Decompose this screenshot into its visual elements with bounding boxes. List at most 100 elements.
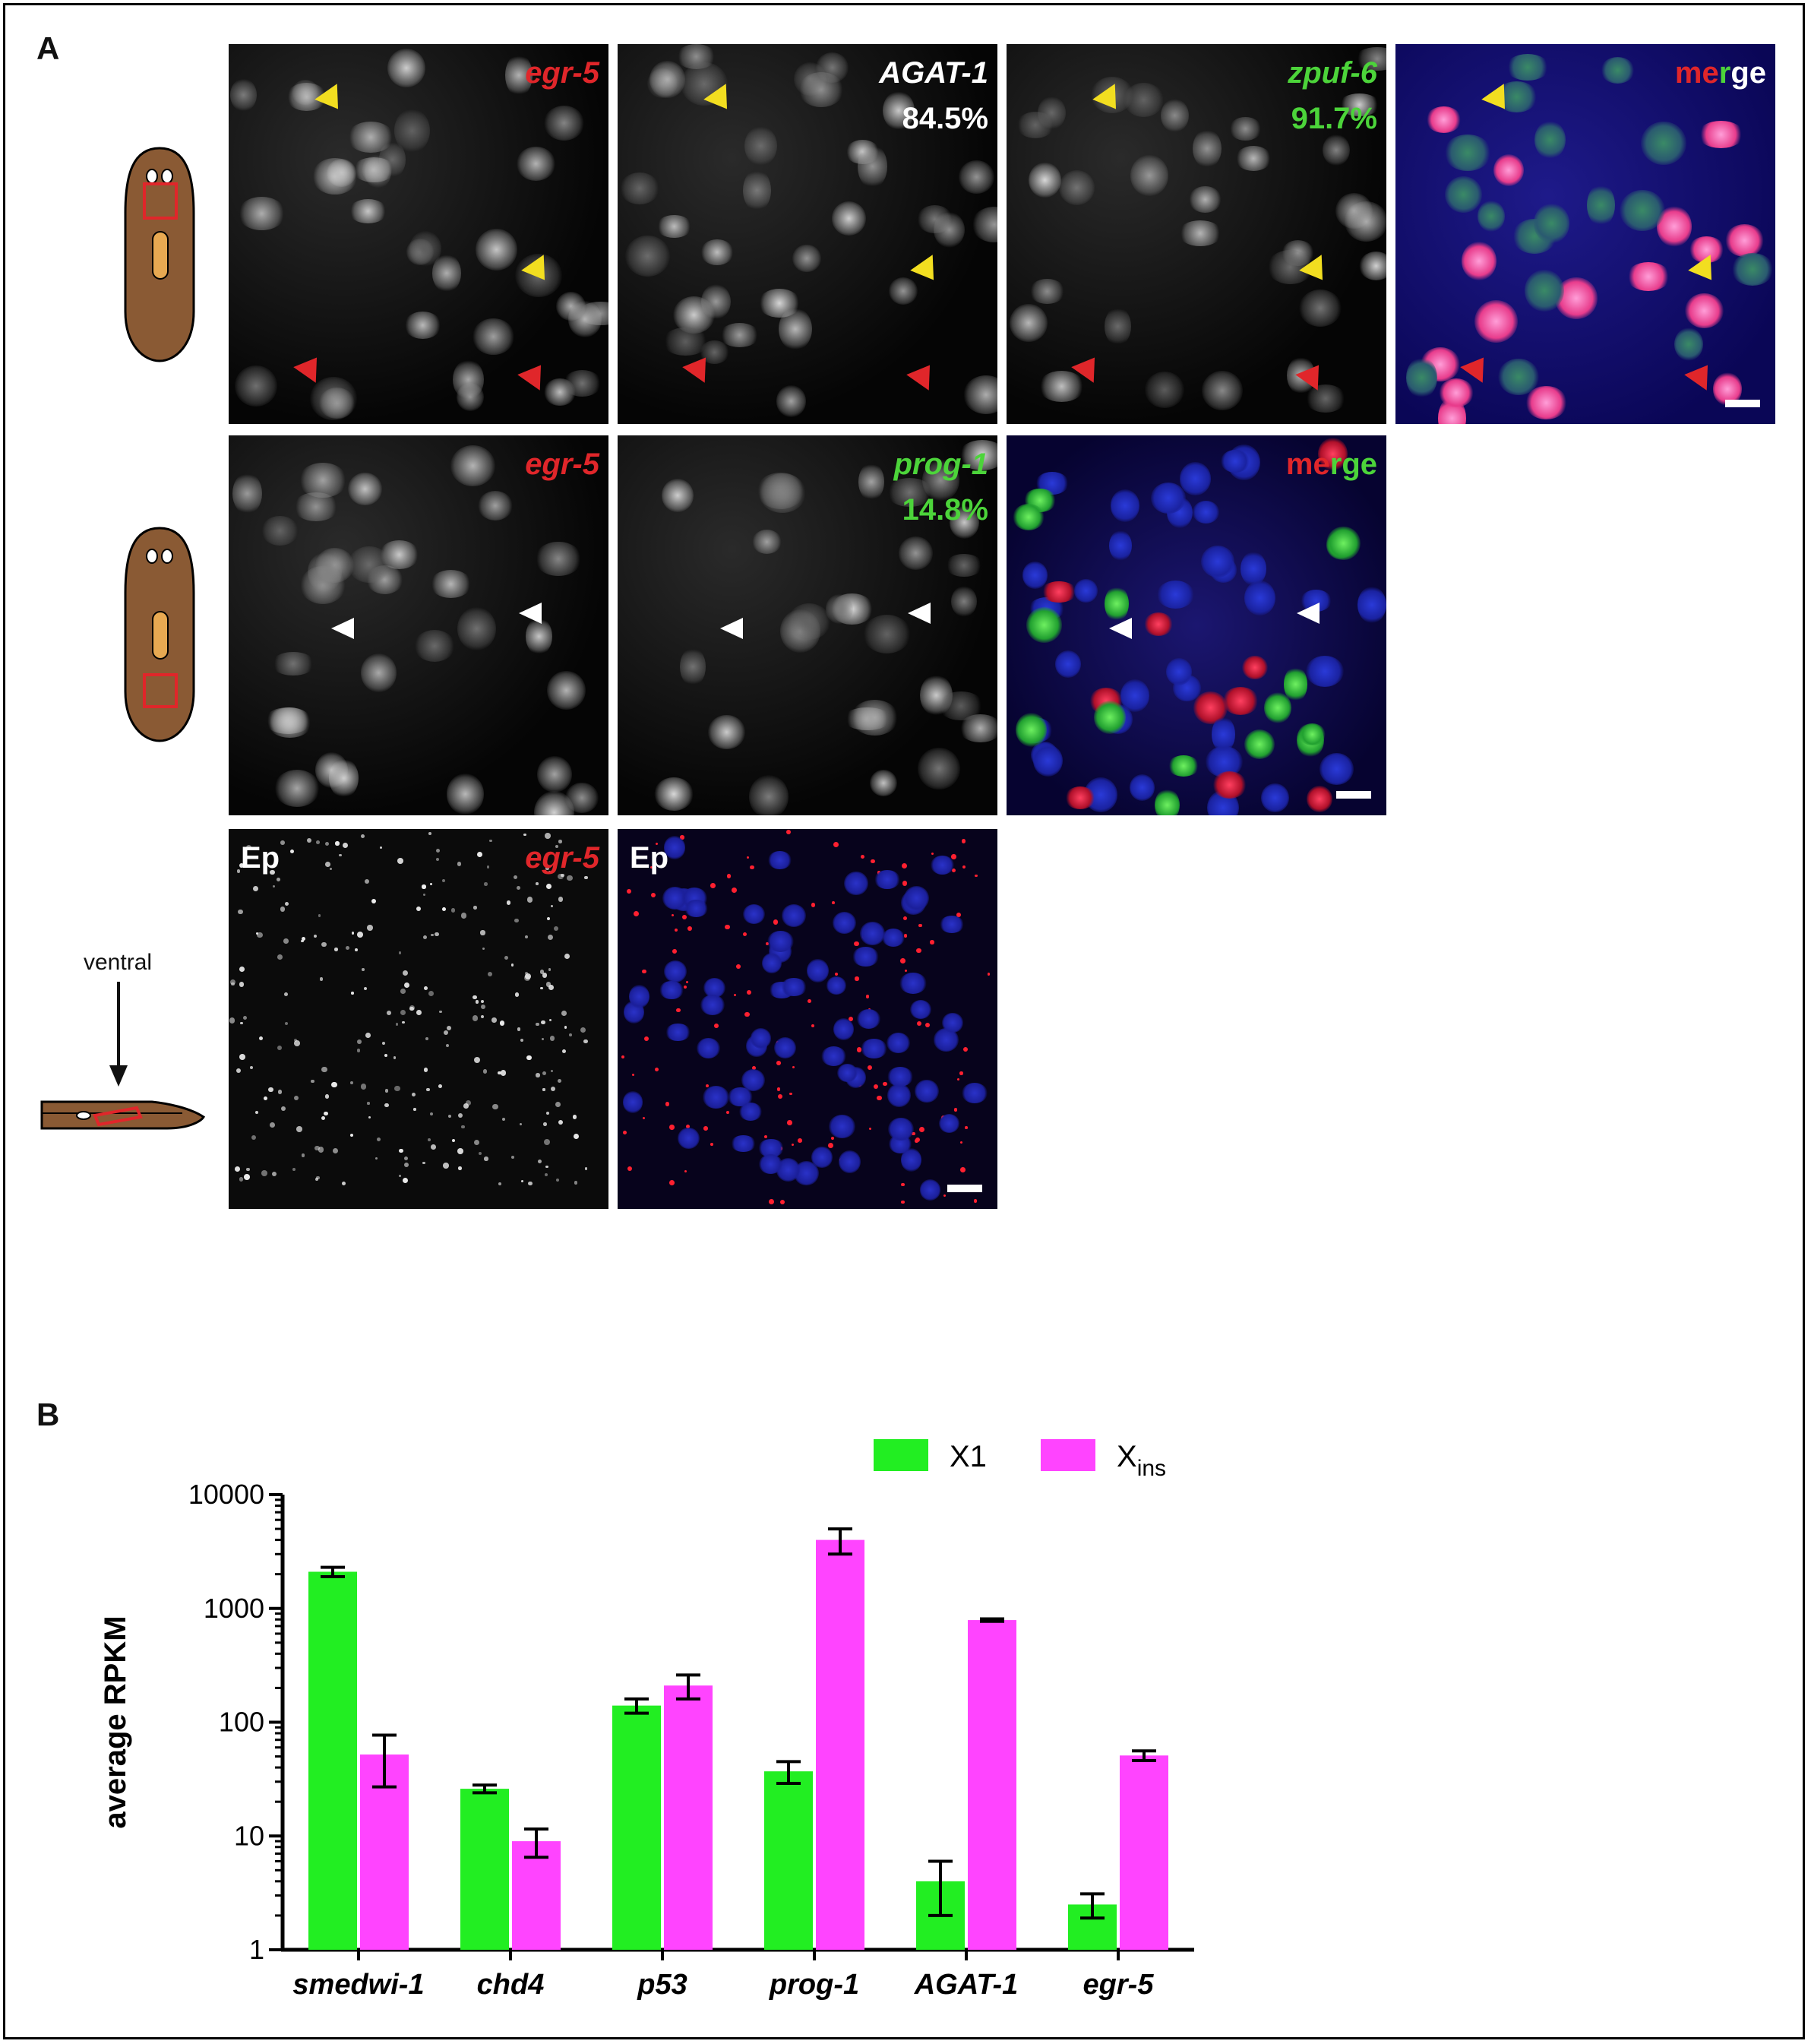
cell-blob bbox=[356, 1049, 361, 1052]
y-tick-label: 10 bbox=[234, 1820, 264, 1851]
cell-blob bbox=[951, 586, 978, 618]
white-arrowhead-icon bbox=[519, 603, 542, 624]
signal-dot bbox=[833, 841, 839, 847]
cell-blob bbox=[477, 490, 514, 521]
cell-blob bbox=[332, 1147, 338, 1153]
cell-blob bbox=[283, 938, 289, 944]
cell-blob bbox=[316, 1175, 320, 1180]
cell-blob bbox=[656, 214, 692, 238]
cell-blob bbox=[514, 918, 519, 923]
signal-dot bbox=[642, 969, 646, 974]
panel-letter-b: B bbox=[36, 1397, 60, 1432]
signal-dot bbox=[911, 1131, 915, 1136]
cell-blob bbox=[1161, 98, 1190, 133]
cell-blob bbox=[528, 1181, 533, 1185]
signal-dot bbox=[768, 1199, 774, 1205]
cell-blob bbox=[548, 985, 554, 991]
cell-blob bbox=[540, 986, 544, 990]
cell-blob bbox=[649, 61, 685, 99]
cell-blob bbox=[360, 1084, 367, 1090]
signal-dot bbox=[626, 888, 631, 894]
cell-blob bbox=[409, 231, 442, 266]
cell-blob bbox=[345, 945, 349, 950]
cell-blob bbox=[238, 909, 243, 915]
cell-blob bbox=[346, 122, 394, 153]
cell-blob bbox=[742, 903, 766, 924]
cell-blob bbox=[558, 874, 564, 880]
cell-blob bbox=[828, 1115, 856, 1138]
signal-dot bbox=[876, 1095, 882, 1101]
cell-blob bbox=[430, 570, 473, 599]
cell-blob bbox=[293, 1095, 299, 1100]
cell-blob bbox=[883, 90, 915, 131]
cell-blob bbox=[403, 1162, 409, 1168]
cell-blob bbox=[1506, 53, 1550, 81]
cell-blob bbox=[384, 1103, 389, 1108]
cell-blob bbox=[516, 147, 556, 181]
signal-dot bbox=[903, 916, 908, 920]
cell-blob bbox=[280, 840, 285, 845]
cell-blob bbox=[239, 982, 245, 987]
cell-blob bbox=[1200, 545, 1234, 578]
cell-blob bbox=[1110, 489, 1140, 522]
y-tick-label: 100 bbox=[219, 1707, 264, 1738]
cell-blob bbox=[886, 1033, 910, 1054]
cell-blob bbox=[549, 1036, 555, 1041]
x-tick-label: chd4 bbox=[477, 1969, 545, 2001]
cell-blob bbox=[741, 1068, 766, 1091]
signal-dot bbox=[750, 865, 754, 870]
cell-blob bbox=[787, 603, 831, 641]
cell-blob bbox=[526, 896, 533, 903]
ventral-label: ventral bbox=[84, 950, 153, 975]
cell-blob bbox=[321, 1066, 327, 1073]
cell-blob bbox=[1730, 253, 1775, 286]
cell-blob bbox=[930, 856, 955, 875]
cell-blob bbox=[703, 1085, 730, 1109]
cell-blob bbox=[428, 832, 432, 835]
cell-blob bbox=[1013, 504, 1045, 531]
cell-blob bbox=[1266, 249, 1313, 284]
signal-dot bbox=[683, 985, 687, 989]
cell-blob bbox=[1264, 692, 1291, 724]
cell-blob bbox=[844, 871, 869, 896]
signal-dot bbox=[959, 1141, 963, 1144]
cell-blob bbox=[426, 1087, 430, 1091]
cell-blob bbox=[320, 977, 324, 981]
cell-blob bbox=[403, 1178, 409, 1184]
cell-blob bbox=[1244, 729, 1275, 759]
signal-dot bbox=[943, 1194, 947, 1198]
cell-blob bbox=[254, 1110, 258, 1114]
cell-blob bbox=[1525, 269, 1564, 312]
cell-blob bbox=[564, 954, 570, 960]
cell-blob bbox=[899, 972, 928, 995]
cell-blob bbox=[542, 1071, 546, 1075]
cell-blob bbox=[331, 1081, 337, 1088]
cell-blob bbox=[1359, 251, 1386, 280]
signal-dot bbox=[868, 1127, 872, 1131]
signal-dot bbox=[787, 1120, 792, 1125]
cell-blob bbox=[679, 647, 706, 686]
cell-blob bbox=[277, 1045, 283, 1050]
cell-blob bbox=[412, 1093, 416, 1097]
white-arrowhead-icon bbox=[720, 618, 743, 639]
cell-blob bbox=[780, 978, 808, 996]
cell-blob bbox=[624, 236, 670, 277]
cell-blob bbox=[546, 1111, 550, 1115]
cell-blob bbox=[238, 197, 286, 231]
cell-blob bbox=[1305, 384, 1347, 413]
cell-blob bbox=[325, 841, 330, 846]
signal-dot bbox=[643, 1036, 649, 1041]
worm-icon-posterior bbox=[124, 527, 195, 742]
red-arrowhead-icon bbox=[906, 357, 941, 391]
cell-blob bbox=[1244, 580, 1276, 615]
cell-blob bbox=[859, 921, 886, 945]
cell-blob bbox=[1600, 57, 1635, 84]
cell-blob bbox=[1120, 679, 1149, 712]
signal-dot bbox=[975, 874, 978, 878]
signal-dot bbox=[686, 1125, 691, 1129]
cell-blob bbox=[898, 536, 934, 570]
cell-blob bbox=[239, 966, 245, 972]
channel-label: AGAT-1 bbox=[879, 56, 988, 90]
figure-frame bbox=[3, 3, 1805, 2039]
cell-blob bbox=[324, 1094, 330, 1099]
